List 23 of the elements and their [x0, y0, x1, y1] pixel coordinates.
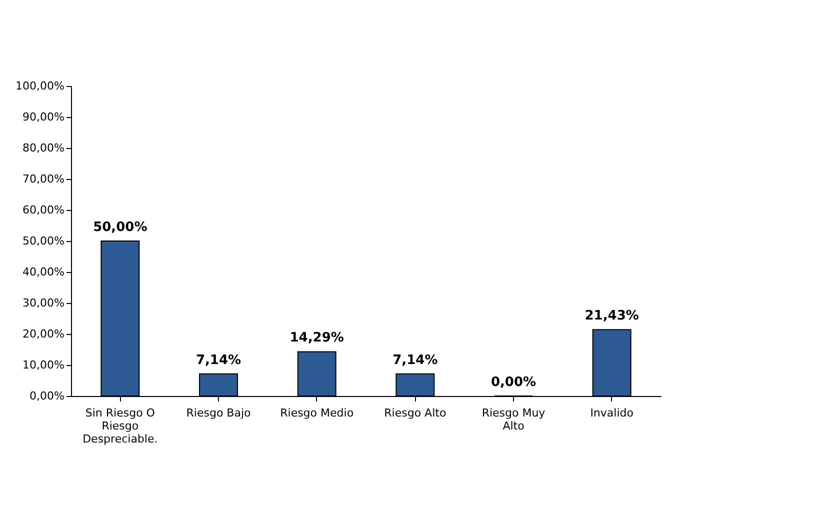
y-tick-label: 10,00% — [22, 358, 64, 372]
x-tick-label: Invalido — [590, 406, 634, 420]
y-tick-label: 30,00% — [22, 296, 64, 310]
y-tick-label: 90,00% — [22, 110, 64, 124]
data-label: 14,29% — [290, 330, 344, 346]
data-label: 50,00% — [93, 220, 148, 235]
data-label: 0,00% — [490, 375, 536, 390]
y-tick-label: 40,00% — [22, 266, 64, 278]
y-tick-label: 80,00% — [22, 142, 64, 154]
x-tick-label: Riesgo Bajo — [186, 406, 252, 420]
y-tick-label: 0,00% — [30, 390, 64, 402]
y-tick-label: 70,00% — [22, 172, 64, 186]
x-tick-label: Riesgo Muy Alto — [482, 406, 546, 432]
y-tick-label: 100,00% — [16, 80, 64, 92]
data-label: 7,14% — [196, 352, 242, 368]
x-tick-label: Riesgo Medio — [280, 406, 354, 420]
data-label: 21,43% — [584, 308, 639, 324]
y-tick-label: 50,00% — [22, 234, 64, 248]
y-tick-label: 20,00% — [22, 328, 64, 340]
data-label: 7,14% — [392, 352, 438, 368]
y-tick-label: 60,00% — [22, 204, 64, 216]
x-tick-label: Riesgo Alto — [384, 406, 446, 420]
x-tick-label: Sin Riesgo O Riesgo Despreciable. — [82, 406, 158, 446]
